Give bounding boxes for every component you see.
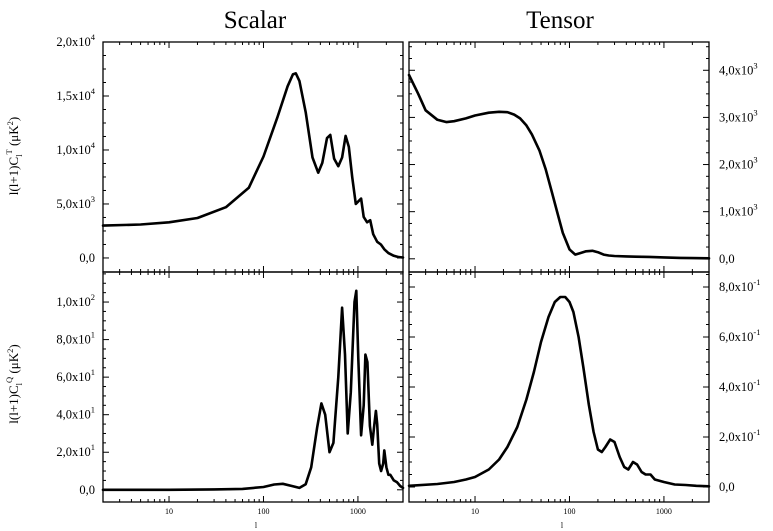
scalar-temperature-ytick-label: 0,0	[79, 251, 95, 265]
scalar-polarization-ytick-label: 8,0x101	[56, 330, 95, 347]
scalar-temperature-ytick-label: 1,5x104	[56, 86, 95, 103]
tensor-polarization-xtick-label: 1000	[656, 507, 672, 516]
scalar-xlabel: l	[255, 521, 258, 530]
tensor-polarization-ytick-label: 2,0x10-1	[719, 427, 760, 444]
scalar-polarization-panel: 10 100 1000 0,0 2,0x101 4,0x101 6,0x101 8,0x101…	[56, 271, 405, 516]
tensor-polarization-frame	[408, 271, 710, 503]
tensor-temperature-ytick-label: 1,0x103	[719, 202, 758, 219]
tensor-polarization-curve	[407, 295, 711, 488]
scalar-polarization-curve	[101, 289, 405, 492]
tensor-polarization-ytick-label: 4,0x10-1	[719, 377, 760, 394]
tensor-xlabel: l	[561, 521, 564, 530]
scalar-polarization-xtick-label: 1000	[350, 507, 366, 516]
scalar-temperature-ytick-label: 1,0x104	[56, 140, 95, 157]
scalar-column-title: Scalar	[224, 7, 287, 34]
scalar-polarization-xtick-label: 100	[257, 507, 269, 516]
top-ylabel: l(l+1)ClT (μK2)	[4, 117, 24, 196]
scalar-polarization-ytick-label: 2,0x101	[56, 442, 95, 459]
tensor-temperature-frame	[408, 41, 710, 273]
tensor-temperature-ytick-label: 3,0x103	[719, 107, 758, 124]
scalar-polarization-ytick-label: 1,0x102	[56, 292, 95, 309]
tensor-temperature-panel: 0,0 1,0x103 2,0x103 3,0x103 4,0x103	[407, 41, 758, 273]
tensor-temperature-ytick-label: 2,0x103	[719, 155, 758, 172]
tensor-temperature-ytick-label: 4,0x103	[719, 60, 758, 77]
scalar-temperature-frame	[102, 41, 404, 273]
scalar-polarization-ytick-label: 4,0x101	[56, 405, 95, 422]
tensor-column-title: Tensor	[526, 7, 594, 34]
scalar-temperature-ytick-label: 5,0x103	[56, 194, 95, 211]
tensor-temperature-ytick-label: 0,0	[719, 252, 735, 266]
scalar-polarization-ytick-label: 0,0	[79, 483, 95, 497]
tensor-polarization-xtick-label: 100	[563, 507, 575, 516]
tensor-temperature-curve	[407, 73, 711, 260]
tensor-polarization-panel: 10 100 1000 0,0 2,0x10-1 4,0x10-1 6,0x10-1 8,0x…	[407, 271, 760, 516]
tensor-polarization-ytick-label: 8,0x10-1	[719, 277, 760, 294]
bottom-ylabel: l(l+1)ClQ (μK2)	[4, 344, 24, 423]
scalar-temperature-curve	[101, 72, 405, 259]
scalar-polarization-xtick-label: 10	[165, 507, 173, 516]
scalar-temperature-ytick-label: 2,0x104	[56, 32, 95, 49]
tensor-polarization-ytick-label: 6,0x10-1	[719, 327, 760, 344]
scalar-polarization-ytick-label: 6,0x101	[56, 367, 95, 384]
tensor-polarization-ytick-label: 0,0	[719, 480, 735, 494]
tensor-polarization-xtick-label: 10	[471, 507, 479, 516]
scalar-temperature-panel: 0,0 5,0x103 1,0x104 1,5x104 2,0x104	[56, 32, 405, 273]
